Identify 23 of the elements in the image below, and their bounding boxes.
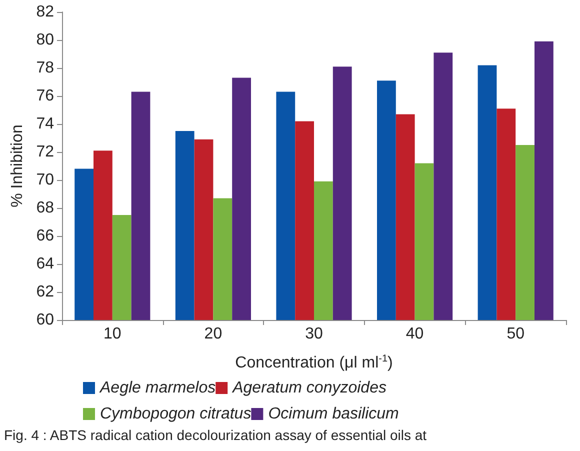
x-tick-label: 30 xyxy=(305,326,323,342)
legend-label: Ocimum basilicum xyxy=(268,406,399,422)
y-tick-label: 68 xyxy=(36,200,54,216)
legend-label: Cymbopogon citratus xyxy=(100,406,252,422)
y-tick-label: 64 xyxy=(36,256,54,272)
y-axis-title: % Inhibition xyxy=(8,124,26,208)
legend-label: Aegle marmelos xyxy=(99,380,216,396)
caption: Fig. 4 : ABTS radical cation decolourization assay of essential oils at xyxy=(4,427,427,443)
y-tick-label: 80 xyxy=(36,32,54,48)
y-tick-label: 70 xyxy=(36,172,54,188)
legend-label: Ageratum conyzoides xyxy=(232,380,386,396)
y-tick-label: 76 xyxy=(36,88,54,104)
y-tick-label: 78 xyxy=(36,60,54,76)
y-tick-label: 82 xyxy=(36,4,54,20)
y-tick-label: 60 xyxy=(36,312,54,328)
y-tick-label: 62 xyxy=(36,284,54,300)
y-tick-label: 72 xyxy=(36,144,54,160)
y-tick-label: 74 xyxy=(36,116,54,132)
x-tick-label: 40 xyxy=(406,326,424,342)
x-tick-label: 20 xyxy=(204,326,222,342)
y-tick-label: 66 xyxy=(36,228,54,244)
x-tick-label: 10 xyxy=(104,326,122,342)
x-tick-label: 50 xyxy=(506,326,525,342)
